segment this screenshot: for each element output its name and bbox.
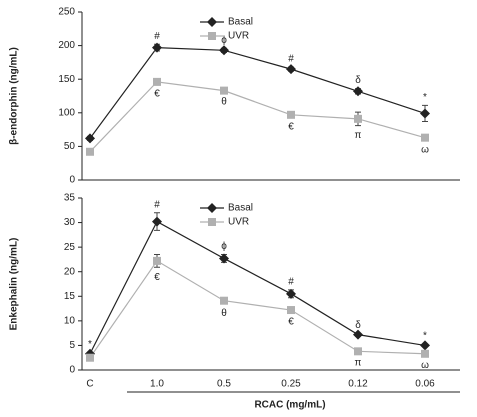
data-point [153,256,161,265]
x-tick-label: 0.06 [415,379,435,390]
data-point [286,64,296,75]
x-tick-label: 0.12 [348,379,368,390]
series-line [89,220,426,355]
legend-label: Basal [228,17,253,28]
data-point [354,114,362,123]
data-point [152,216,162,227]
annotation: € [154,89,160,100]
y-tick-label: 0 [69,175,75,186]
legend-marker [207,17,217,27]
x-axis-label: RCAC (mg/mL) [254,400,325,411]
y-tick-label: 250 [58,7,75,18]
annotation: ω [421,144,429,155]
y-tick-label: 150 [58,74,75,85]
x-tick-label: 0.5 [217,379,231,390]
data-point [153,77,161,86]
data-point [354,347,362,356]
annotation: π [355,357,362,368]
y-tick-label: 15 [64,291,76,302]
x-tick-label: 1.0 [150,379,164,390]
y-tick-label: 30 [64,217,76,228]
legend-marker [208,32,216,40]
annotation: * [88,339,92,350]
data-point [287,306,295,315]
annotation: # [288,54,294,65]
data-point [353,86,363,97]
y-tick-label: 35 [64,193,76,204]
annotation: θ [221,308,227,319]
y-tick-label: 5 [69,340,75,351]
data-point [420,340,430,351]
annotation: θ [221,97,227,108]
y-tick-label: 25 [64,242,76,253]
y-tick-label: 10 [64,315,76,326]
annotation: ϕ [221,241,227,252]
x-tick-label: 0.25 [281,379,301,390]
annotation: ω [421,360,429,371]
data-point [286,288,296,299]
y-axis-label: β-endorphin (ng/mL) [9,47,20,145]
annotation: δ [355,320,361,331]
data-point [85,133,95,144]
annotation: # [154,31,160,42]
annotation: € [288,317,294,328]
data-point [287,110,295,119]
y-tick-label: 50 [64,141,76,152]
series-line [89,260,426,359]
annotation: π [355,130,362,141]
data-point [220,86,228,95]
annotation: ϕ [221,35,227,46]
y-tick-label: 200 [58,40,75,51]
legend-label: UVR [228,31,249,42]
x-tick-label: C [86,379,93,390]
legend-marker [208,218,216,226]
data-point [421,349,429,358]
y-axis-label: Enkephalin (ng/mL) [9,238,20,331]
data-point [219,45,229,56]
data-point [220,296,228,305]
annotation: € [288,121,294,132]
series-line [89,81,426,153]
annotation: # [154,199,160,210]
data-point [152,42,162,53]
data-point [86,353,94,362]
annotation: * [423,92,427,103]
data-point [86,147,94,156]
legend-marker [207,203,217,213]
data-point [421,133,429,142]
series-line [89,47,426,139]
annotation: δ [355,75,361,86]
legend-label: Basal [228,203,253,214]
annotation: € [154,272,160,283]
y-tick-label: 20 [64,266,76,277]
data-point [219,253,229,264]
annotation: * [423,331,427,342]
data-point [420,108,430,119]
data-point [353,329,363,340]
y-tick-label: 0 [69,365,75,376]
legend-label: UVR [228,217,249,228]
annotation: # [288,277,294,288]
y-tick-label: 100 [58,107,75,118]
